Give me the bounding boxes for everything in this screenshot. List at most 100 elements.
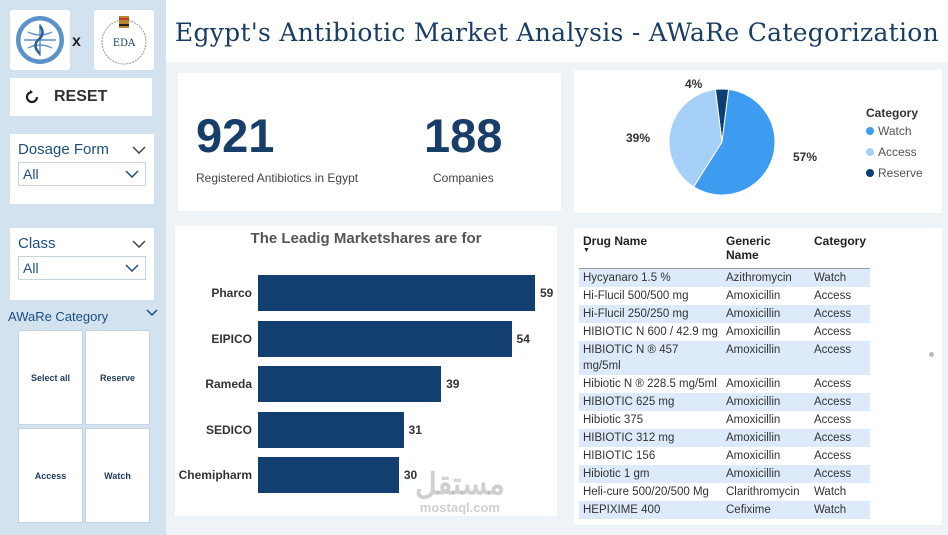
legend-label-reserve: Reserve <box>878 166 923 180</box>
generic-name-cell: Amoxicillin <box>722 429 810 447</box>
refresh-icon <box>25 90 39 104</box>
dosage-form-value: All <box>23 166 39 182</box>
table-row[interactable]: HIBIOTIC 312 mg Amoxicillin Access <box>579 429 871 447</box>
bar[interactable] <box>258 320 512 357</box>
aware-tile-watch[interactable]: Watch <box>85 428 150 523</box>
generic-name-cell: Amoxicillin <box>726 290 781 302</box>
kpi-registered-value: 921 <box>196 109 275 162</box>
reset-button[interactable]: RESET <box>10 78 152 116</box>
class-value: All <box>23 260 39 276</box>
pie-slice-access[interactable] <box>668 88 723 188</box>
kpi-registered-label: Registered Antibiotics in Egypt <box>196 171 359 185</box>
chevron-down-icon[interactable] <box>146 309 158 317</box>
table-row[interactable]: Hi-Flucil 250/250 mg Amoxicillin Access <box>579 305 871 323</box>
reset-label: RESET <box>54 88 108 105</box>
logo-separator: x <box>72 33 81 50</box>
bar-value-label: 39 <box>446 377 460 391</box>
table-row[interactable]: Hibiotic 1 gm Amoxicillin Access <box>579 465 871 483</box>
col-header-generic-name[interactable]: Generic Name <box>722 231 810 269</box>
generic-name-cell: Amoxicillin <box>722 341 810 375</box>
table-row[interactable]: Hycyanaro 1.5 % Azithromycin Watch <box>579 268 871 287</box>
table-row[interactable]: Heli-cure 500/20/500 Mg Clarithromycin Wat… <box>579 483 870 501</box>
aware-tile-access[interactable]: Access <box>18 428 83 523</box>
legend-label-watch: Watch <box>878 124 912 138</box>
pie-chart <box>668 88 776 196</box>
drug-name-cell: Hibiotic 375 <box>583 414 644 426</box>
kpi-companies-value: 188 <box>424 109 503 162</box>
aware-tile-select-all[interactable]: Select all <box>18 330 83 425</box>
drug-table: Drug Name ▼ Generic Name Category Hycyan… <box>579 231 871 519</box>
bar[interactable] <box>258 275 535 311</box>
eda-logo-text: EDA <box>112 38 136 49</box>
bar[interactable] <box>258 457 399 493</box>
generic-name-cell: Clarithromycin <box>726 486 800 498</box>
scrollbar-thumb[interactable] <box>929 352 934 357</box>
legend-item-watch[interactable]: Watch <box>866 124 912 138</box>
pie-label-reserve: 4% <box>685 77 703 91</box>
category-cell: Access <box>814 414 852 426</box>
table-row[interactable]: HIBIOTIC 156 Amoxicillin Access <box>579 447 870 465</box>
who-logo <box>10 10 70 70</box>
generic-name-cell: Amoxicillin <box>722 393 810 411</box>
pie-legend-title: Category <box>866 106 919 120</box>
bar-category-label: EIPICO <box>211 331 252 346</box>
legend-dot-access <box>866 148 874 156</box>
legend-item-reserve[interactable]: Reserve <box>866 166 923 180</box>
table-row[interactable]: Hi-Flucil 500/500 mg Amoxicillin Access <box>579 287 870 305</box>
table-row[interactable]: HIBIOTIC N ® 457 mg/5ml Amoxicillin Access <box>579 341 871 375</box>
bar-category-label: Rameda <box>205 377 252 391</box>
bar-value-label: 31 <box>408 422 422 437</box>
bar[interactable] <box>258 411 404 448</box>
chevron-down-icon[interactable] <box>132 239 146 248</box>
drug-name-cell: HIBIOTIC N 600 / 42.9 mg <box>583 326 718 338</box>
col-header-category[interactable]: Category <box>810 231 871 269</box>
table-row[interactable]: Hibiotic N ® 228.5 mg/5ml Amoxicillin Acce… <box>579 375 870 393</box>
class-dropdown[interactable]: All <box>18 256 146 280</box>
bar[interactable] <box>258 366 442 402</box>
bar-value-label: 59 <box>540 286 554 300</box>
sort-arrow-icon: ▼ <box>583 247 590 254</box>
generic-name-cell: Amoxicillin <box>726 450 781 462</box>
drug-name-cell: HEPIXIME 400 <box>579 501 722 519</box>
drug-name-cell: Hycyanaro 1.5 % <box>579 268 722 287</box>
category-cell: Watch <box>814 486 847 498</box>
chevron-down-icon <box>125 264 139 272</box>
drug-name-cell: HIBIOTIC N ® 457 mg/5ml <box>579 341 722 375</box>
bar-category-label: Pharco <box>211 286 252 300</box>
legend-label-access: Access <box>878 145 917 159</box>
generic-name-cell: Amoxicillin <box>726 414 781 426</box>
bar-category-label: Chemipharm <box>178 468 252 482</box>
table-row[interactable]: HIBIOTIC N 600 / 42.9 mg Amoxicillin Acces… <box>579 323 870 341</box>
dosage-form-slicer: Dosage Form All <box>10 134 154 204</box>
table-row[interactable]: HIBIOTIC 625 mg Amoxicillin Access <box>579 393 871 411</box>
pie-label-access: 39% <box>626 131 651 145</box>
pie-label-watch: 57% <box>793 150 818 164</box>
who-emblem-icon <box>16 16 64 64</box>
col-header-drug-name-label: Drug Name <box>583 234 648 248</box>
category-cell: Access <box>814 378 852 390</box>
category-cell: Watch <box>810 501 871 519</box>
drug-name-cell: Hi-Flucil 500/500 mg <box>583 290 689 302</box>
eda-emblem-icon <box>101 16 147 65</box>
legend-item-access[interactable]: Access <box>866 145 917 159</box>
generic-name-cell: Amoxicillin <box>726 378 781 390</box>
legend-dot-reserve <box>866 169 874 177</box>
category-cell: Watch <box>810 268 871 287</box>
drug-name-cell: HIBIOTIC 625 mg <box>579 393 722 411</box>
eda-logo: EDA <box>94 10 154 70</box>
class-title: Class <box>18 235 56 252</box>
pie-slice-watch[interactable] <box>692 88 776 196</box>
watermark-latin: mostaql.com <box>419 500 500 515</box>
bar-value-label: 30 <box>403 468 418 482</box>
col-header-drug-name[interactable]: Drug Name ▼ <box>579 231 722 269</box>
chevron-down-icon[interactable] <box>132 145 146 154</box>
dosage-form-dropdown[interactable]: All <box>18 162 146 186</box>
generic-name-cell: Amoxicillin <box>726 326 781 338</box>
table-row[interactable]: Hibiotic 375 Amoxicillin Access <box>579 411 870 429</box>
generic-name-cell: Amoxicillin <box>722 465 810 483</box>
mostaql-watermark: مستقل mostaql.com <box>415 470 505 516</box>
aware-tile-reserve[interactable]: Reserve <box>85 330 150 425</box>
table-row[interactable]: HEPIXIME 400 Cefixime Watch <box>579 501 871 519</box>
category-cell: Access <box>814 326 852 338</box>
bar-value-label: 54 <box>516 331 530 346</box>
